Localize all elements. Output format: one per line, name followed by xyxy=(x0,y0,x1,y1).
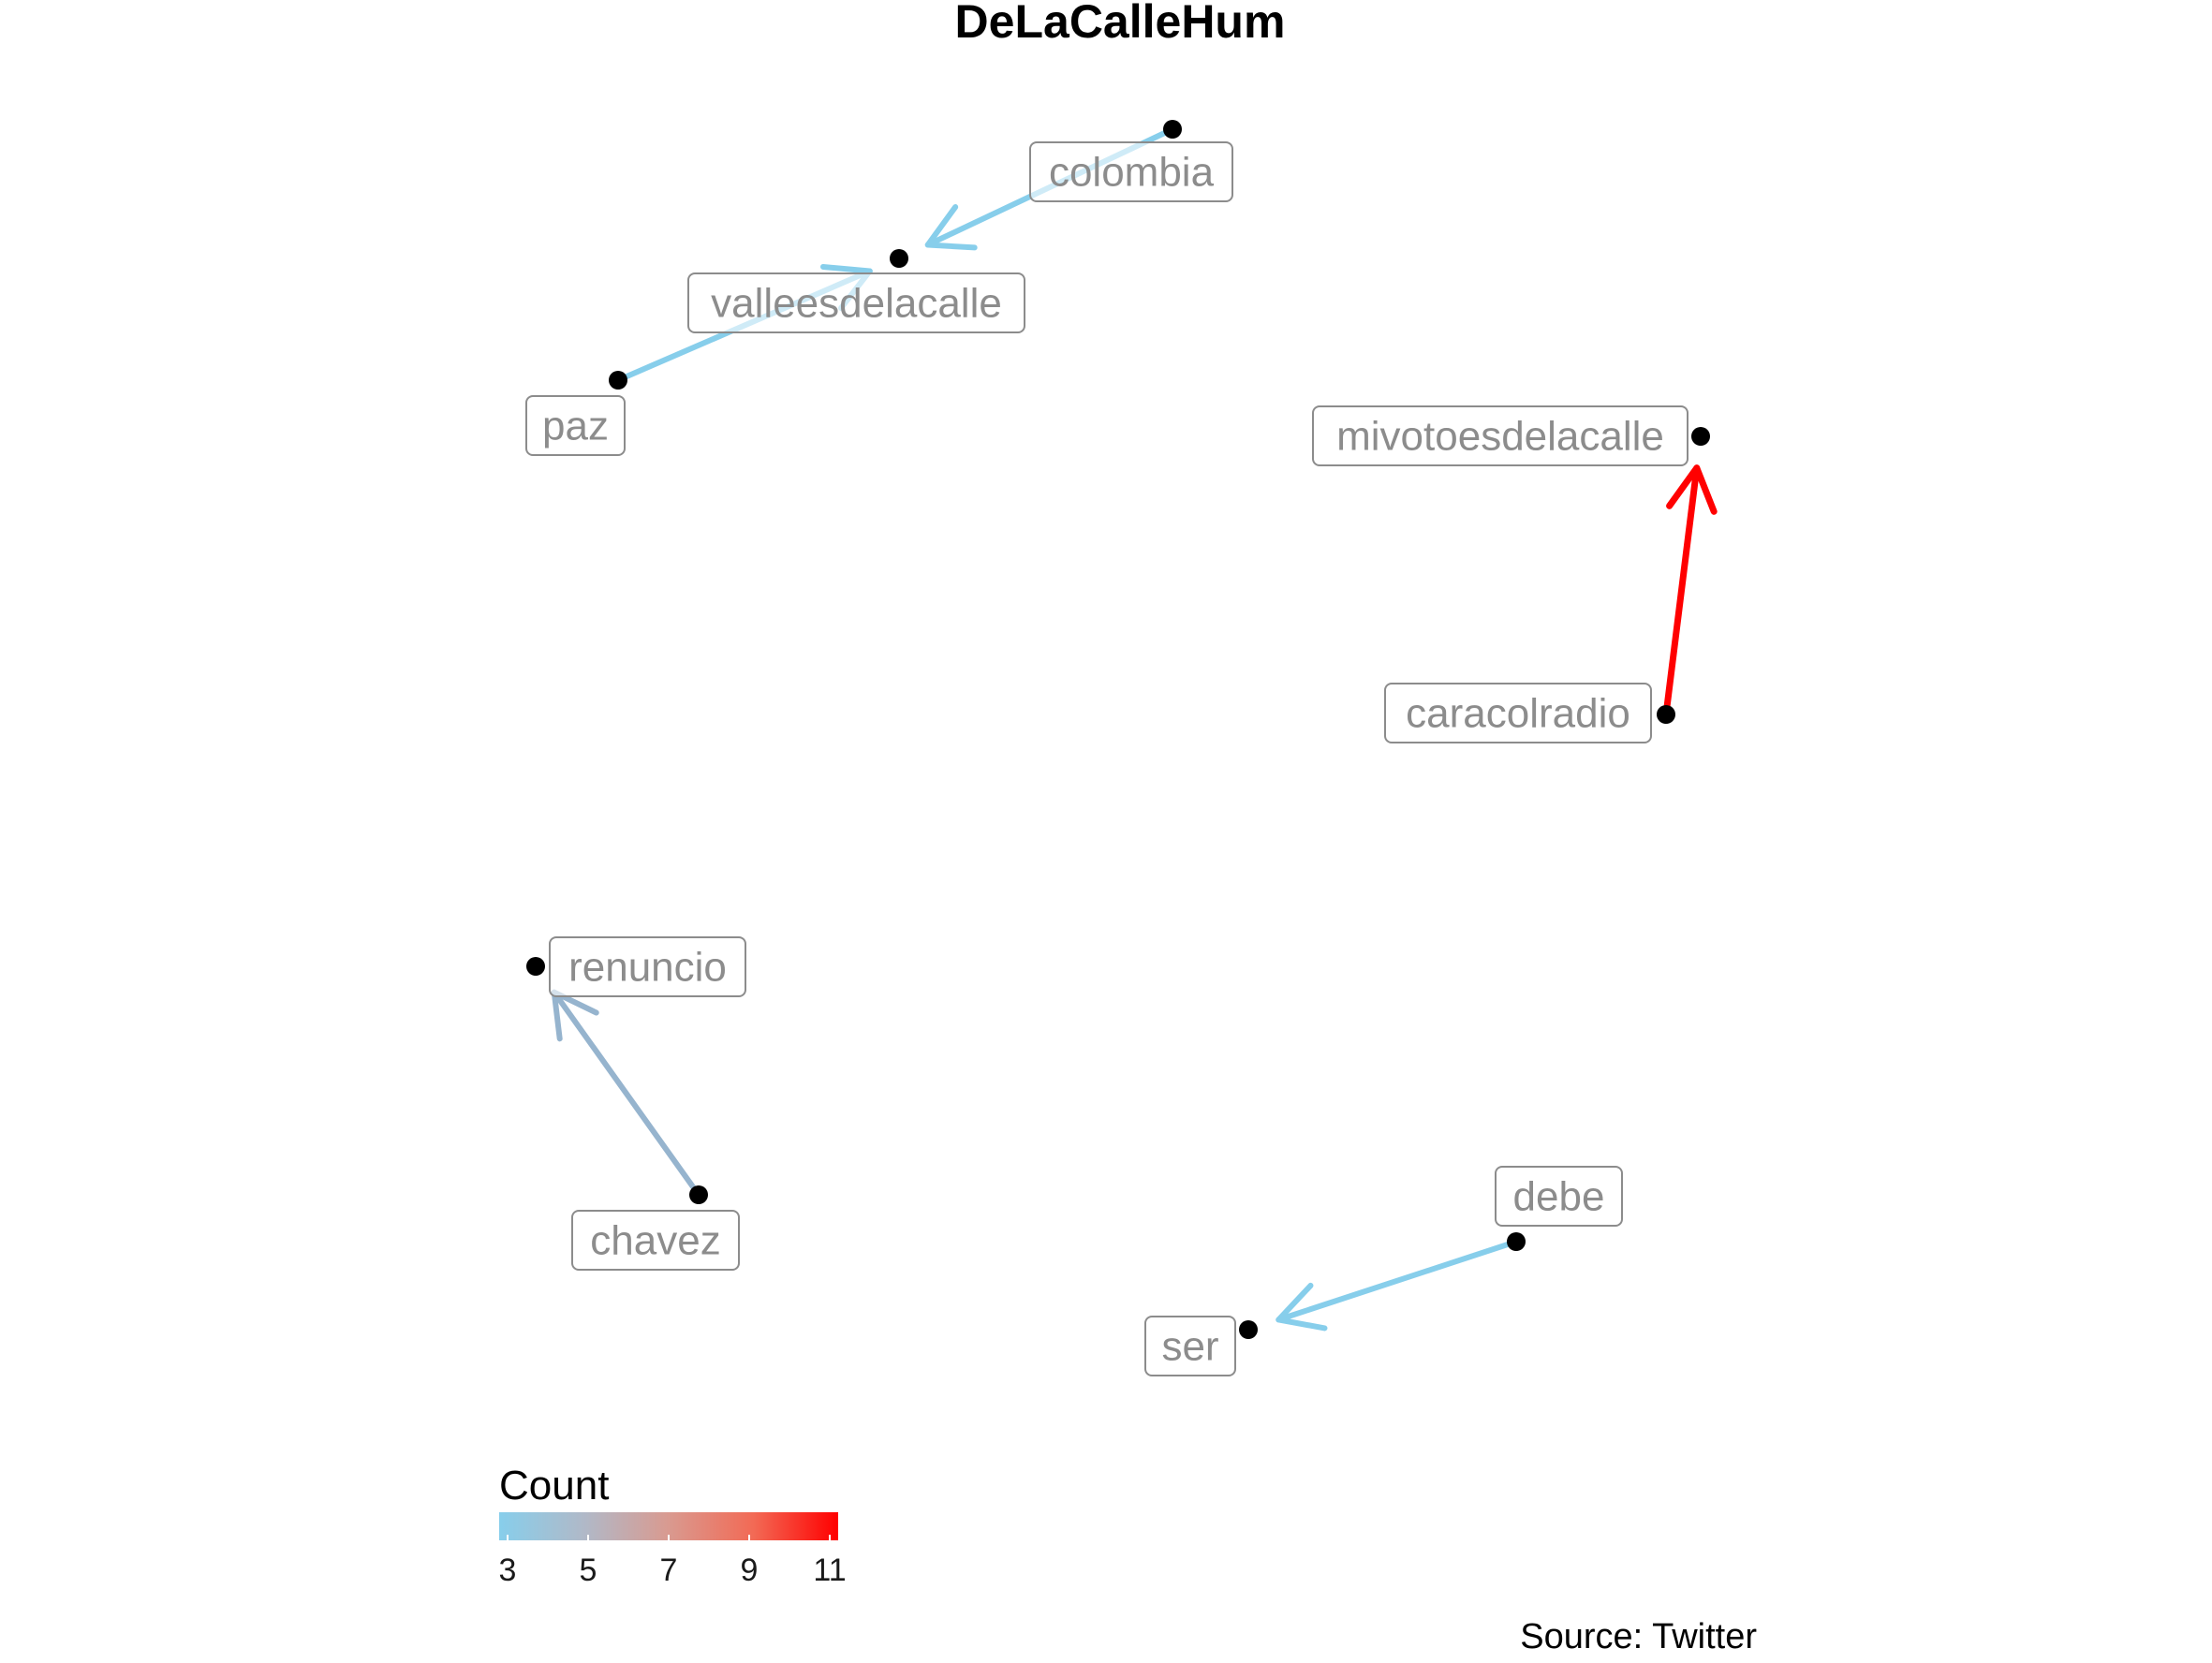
node-ser-label: ser xyxy=(1144,1316,1236,1376)
node-renuncio-point xyxy=(526,957,545,976)
node-valleesdelacalle-point xyxy=(890,249,908,268)
arrow-head xyxy=(924,204,978,251)
edge-line xyxy=(1276,1239,1519,1323)
label-box xyxy=(1495,1166,1623,1227)
edge-debe-ser xyxy=(1276,1239,1519,1332)
legend-tick-label: 5 xyxy=(580,1553,597,1588)
legend-tick-label: 3 xyxy=(499,1553,517,1588)
label-text: valleesdelacalle xyxy=(711,281,1002,327)
labels-layer: colombia valleesdelacalle paz mivotoesdelac… xyxy=(525,141,1688,1376)
node-colombia-point xyxy=(1163,120,1182,139)
label-text: paz xyxy=(542,404,609,449)
legend-title: Count xyxy=(499,1463,609,1508)
arrow-head xyxy=(1276,1282,1328,1332)
label-box xyxy=(571,1210,740,1271)
label-text: renuncio xyxy=(568,945,727,991)
label-text: ser xyxy=(1161,1324,1218,1370)
legend-tick-label: 7 xyxy=(660,1553,678,1588)
label-text: chavez xyxy=(590,1218,720,1264)
node-ser-point xyxy=(1239,1320,1258,1339)
label-box xyxy=(549,936,746,997)
node-mivotoesdelacalle-point xyxy=(1691,427,1710,446)
legend-tick-label: 11 xyxy=(813,1553,846,1588)
legend-tick-label: 9 xyxy=(741,1553,759,1588)
node-debe-label: debe xyxy=(1495,1166,1623,1227)
chart-title: DeLaCalleHum xyxy=(955,0,1286,48)
legend-ticks: 3 5 7 9 11 xyxy=(499,1535,847,1588)
node-caracolradio-label: caracolradio xyxy=(1384,683,1652,743)
label-text: colombia xyxy=(1049,150,1215,196)
edge-line xyxy=(551,989,701,1198)
caption: Source: Twitter xyxy=(1520,1617,1757,1656)
label-box xyxy=(1312,405,1688,466)
arrow-head xyxy=(1666,464,1718,515)
edge-chavez-renuncio xyxy=(551,989,701,1198)
label-text: debe xyxy=(1513,1174,1605,1220)
node-chavez-point xyxy=(689,1185,708,1204)
edge-caracolradio-mivotoesdelacalle xyxy=(1662,464,1718,718)
nodes-layer xyxy=(526,120,1710,1339)
node-colombia-label: colombia xyxy=(1029,141,1233,202)
node-debe-point xyxy=(1507,1232,1526,1251)
node-mivotoesdelacalle-label: mivotoesdelacalle xyxy=(1312,405,1688,466)
color-legend: Count 3 5 7 9 11 xyxy=(499,1463,847,1588)
node-chavez-label: chavez xyxy=(571,1210,740,1271)
node-caracolradio-point xyxy=(1657,705,1675,724)
label-text: mivotoesdelacalle xyxy=(1336,414,1664,460)
node-valleesdelacalle-label: valleesdelacalle xyxy=(687,272,1025,333)
edge-line xyxy=(1662,464,1701,718)
label-box xyxy=(525,395,626,456)
label-box xyxy=(1144,1316,1236,1376)
label-box xyxy=(1029,141,1233,202)
label-text: caracolradio xyxy=(1406,691,1630,737)
label-box xyxy=(1384,683,1652,743)
node-paz-label: paz xyxy=(525,395,626,456)
node-paz-point xyxy=(609,371,627,390)
label-box xyxy=(687,272,1025,333)
node-renuncio-label: renuncio xyxy=(549,936,746,997)
